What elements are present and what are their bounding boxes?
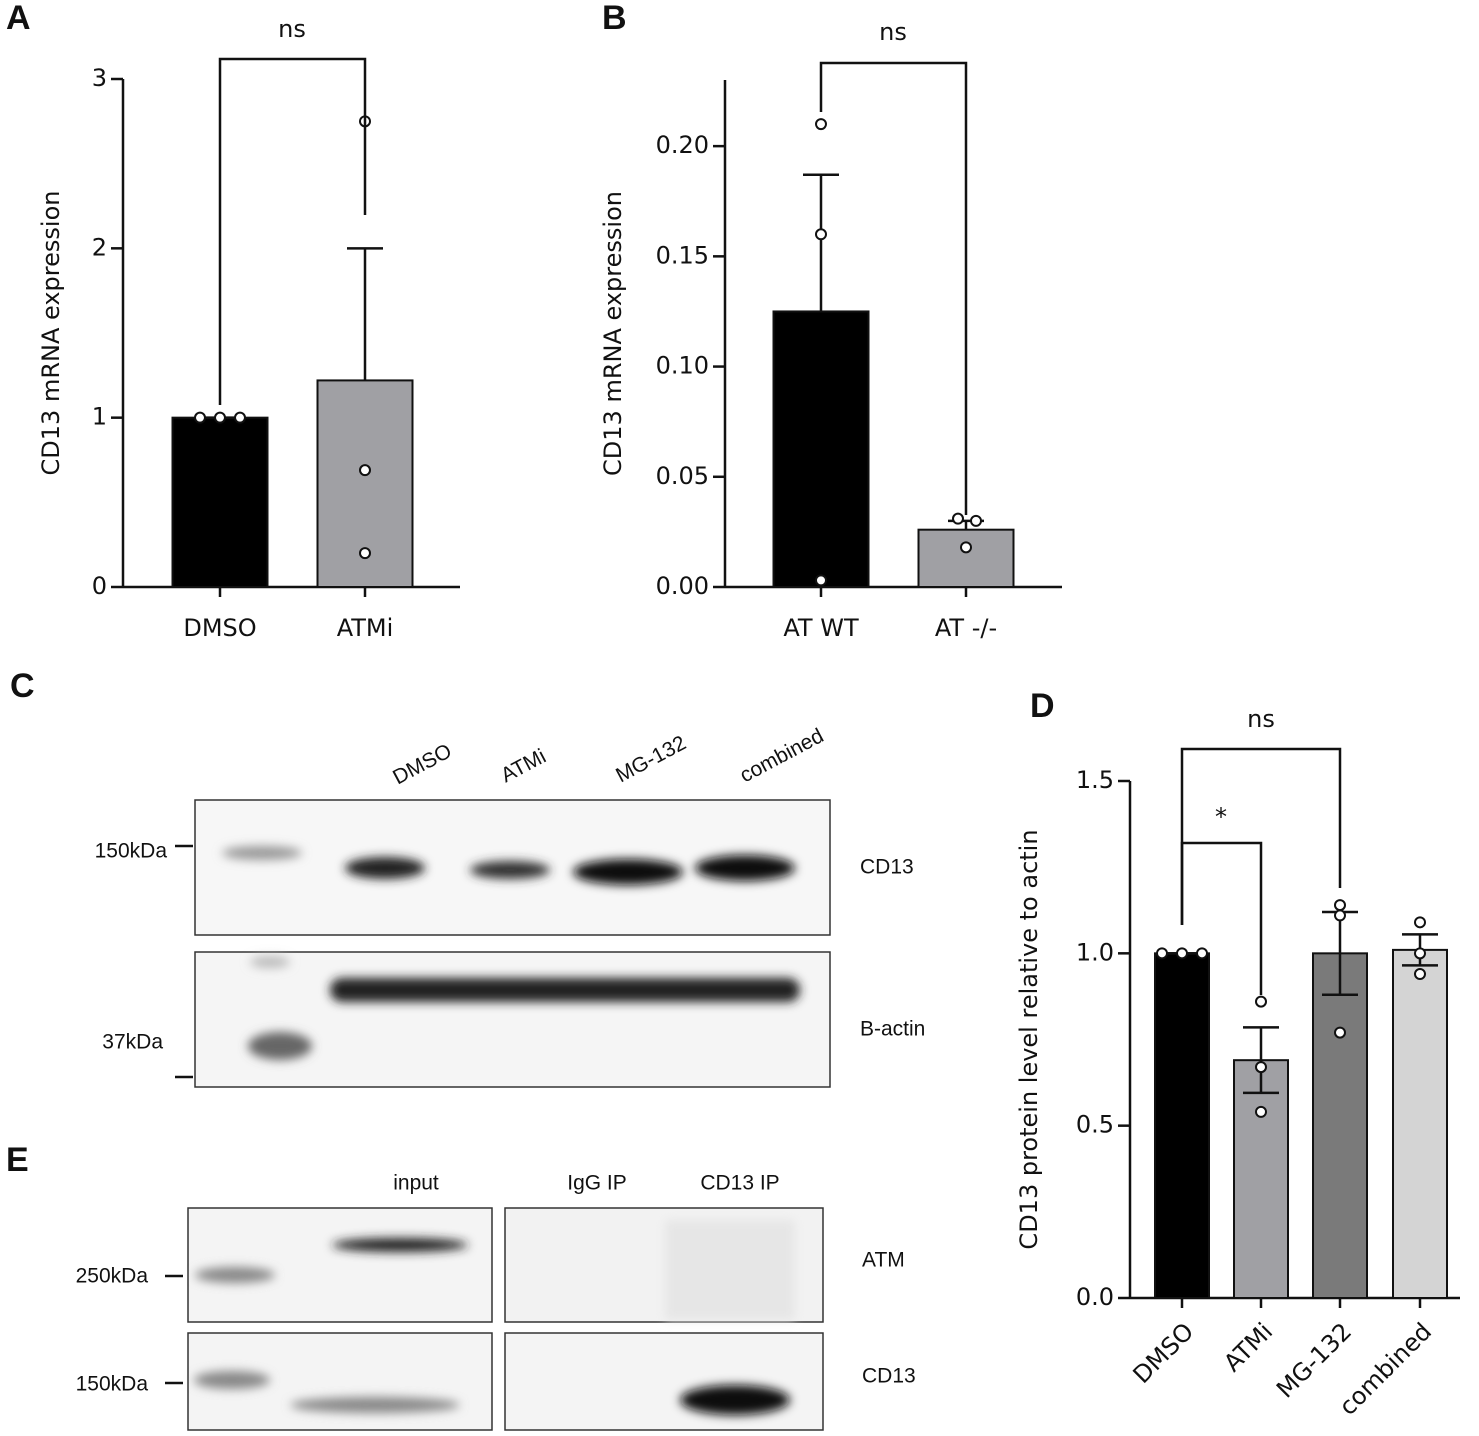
y-tick-label: 0.05 bbox=[656, 462, 709, 490]
significance-bracket bbox=[819, 61, 968, 515]
lane-label: ATMi bbox=[497, 745, 550, 788]
bar bbox=[171, 416, 269, 588]
y-tick-label: 3 bbox=[92, 64, 107, 92]
y-tick-label: 1.0 bbox=[1076, 938, 1114, 966]
y-tick-label: 2 bbox=[92, 233, 107, 261]
y-axis-label: CD13 protein level relative to actin bbox=[1015, 829, 1043, 1249]
panel-label: C bbox=[10, 667, 35, 705]
panel-label: E bbox=[6, 1141, 29, 1179]
x-tick-label: AT WT bbox=[783, 614, 859, 642]
blot-box bbox=[187, 1207, 493, 1323]
significance-label: ns bbox=[879, 18, 907, 46]
group-label: IgG IP bbox=[567, 1172, 627, 1195]
data-point bbox=[815, 118, 827, 131]
data-point bbox=[1255, 1105, 1267, 1118]
blot-c: 150kDa 37kDa CD13 B-actin DMSO ATMi MG-1… bbox=[95, 724, 925, 1088]
data-point bbox=[1196, 947, 1208, 960]
significance-label: ns bbox=[1247, 705, 1275, 733]
blot-e: 250kDa 150kDa ATM CD13 input IgG IP CD13… bbox=[76, 1172, 916, 1431]
data-point bbox=[1334, 909, 1346, 922]
data-point bbox=[1255, 1061, 1267, 1074]
x-tick-label: DMSO bbox=[1128, 1317, 1200, 1389]
data-point bbox=[1414, 947, 1426, 960]
significance-label: ns bbox=[278, 15, 306, 43]
bar bbox=[772, 310, 870, 588]
bar bbox=[1392, 948, 1448, 1299]
y-tick-label: 1.5 bbox=[1076, 766, 1114, 794]
bands bbox=[194, 1220, 795, 1415]
data-point bbox=[815, 574, 827, 587]
data-point bbox=[815, 228, 827, 241]
data-point bbox=[214, 411, 226, 424]
significance-bracket bbox=[218, 57, 367, 405]
bar bbox=[1233, 1059, 1289, 1300]
data-point bbox=[359, 547, 371, 560]
x-tick-label: DMSO bbox=[183, 614, 256, 642]
y-axis-label: CD13 mRNA expression bbox=[599, 191, 627, 476]
blot-box bbox=[194, 951, 831, 1088]
protein-label: B-actin bbox=[860, 1018, 925, 1041]
data-point bbox=[970, 514, 982, 527]
y-tick-label: 0 bbox=[92, 572, 107, 600]
y-tick-label: 0.0 bbox=[1076, 1283, 1114, 1311]
data-point bbox=[1176, 947, 1188, 960]
panel-label: B bbox=[602, 0, 627, 37]
x-tick-label: ATMi bbox=[1218, 1317, 1278, 1377]
y-tick-label: 0.20 bbox=[656, 131, 709, 159]
protein-label: CD13 bbox=[860, 856, 914, 879]
data-point bbox=[960, 541, 972, 554]
y-tick-label: 0.10 bbox=[656, 352, 709, 380]
y-tick-label: 0.15 bbox=[656, 241, 709, 269]
lane-label: MG-132 bbox=[612, 731, 690, 787]
protein-label: CD13 bbox=[862, 1365, 916, 1388]
y-tick-label: 0.5 bbox=[1076, 1111, 1114, 1139]
data-point bbox=[1334, 1026, 1346, 1039]
data-point bbox=[952, 512, 964, 525]
panel-label: D bbox=[1030, 687, 1055, 725]
blot-box bbox=[504, 1332, 824, 1431]
data-point bbox=[234, 411, 246, 424]
data-point bbox=[1156, 947, 1168, 960]
lane-label: combined bbox=[736, 724, 827, 787]
bar bbox=[1154, 952, 1210, 1299]
data-point bbox=[1414, 968, 1426, 981]
x-tick-label: ATMi bbox=[337, 614, 394, 642]
group-label: CD13 IP bbox=[700, 1172, 779, 1195]
protein-label: ATM bbox=[862, 1249, 905, 1272]
y-tick-label: 1 bbox=[92, 403, 107, 431]
y-tick-label: 0.00 bbox=[656, 572, 709, 600]
data-point bbox=[1334, 899, 1346, 912]
marker-label: 37kDa bbox=[102, 1031, 163, 1054]
bar bbox=[917, 528, 1015, 588]
group-label: input bbox=[393, 1172, 439, 1195]
data-point bbox=[1255, 995, 1267, 1008]
bar bbox=[1312, 952, 1368, 1299]
lane-label: DMSO bbox=[389, 739, 455, 789]
data-point bbox=[194, 411, 206, 424]
data-point bbox=[1414, 916, 1426, 929]
panel-label: A bbox=[6, 0, 31, 37]
y-axis-label: CD13 mRNA expression bbox=[37, 191, 65, 476]
data-point bbox=[359, 464, 371, 477]
significance-label: * bbox=[1215, 803, 1227, 831]
bands bbox=[222, 846, 800, 1060]
marker-label: 150kDa bbox=[76, 1373, 149, 1396]
significance-bracket bbox=[1180, 747, 1342, 925]
marker-label: 250kDa bbox=[76, 1265, 149, 1288]
x-tick-label: AT -/- bbox=[935, 614, 997, 642]
marker-label: 150kDa bbox=[95, 840, 168, 863]
